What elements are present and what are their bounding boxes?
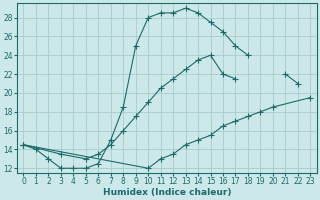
X-axis label: Humidex (Indice chaleur): Humidex (Indice chaleur) bbox=[103, 188, 231, 197]
